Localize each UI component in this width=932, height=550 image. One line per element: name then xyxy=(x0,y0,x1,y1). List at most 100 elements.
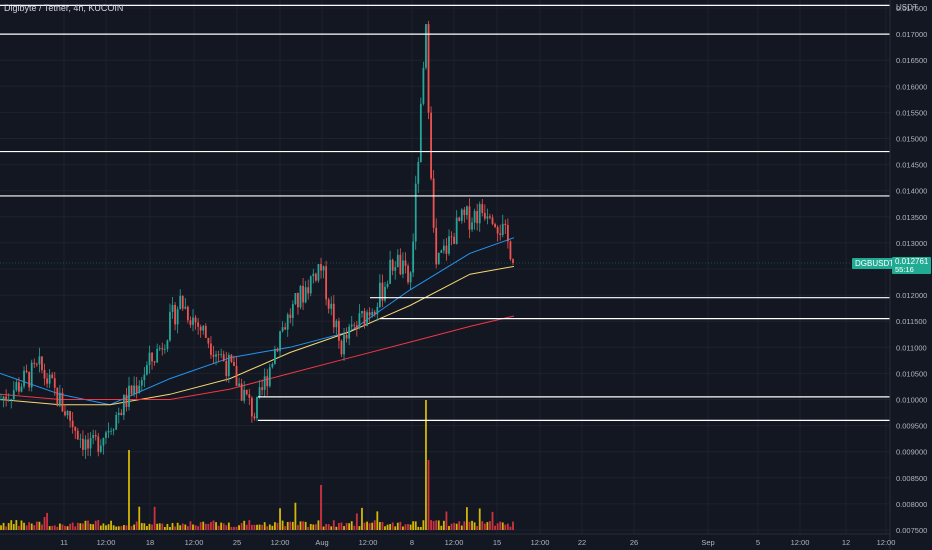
candle-body[interactable] xyxy=(76,430,79,440)
candle-body[interactable] xyxy=(46,378,48,384)
candle-body[interactable] xyxy=(258,387,261,397)
candle-body[interactable] xyxy=(363,311,366,326)
time-scale[interactable]: 11 12:00 18 12:00 25 12:00 Aug 12:00 8 12:00 15 12:… xyxy=(60,538,895,547)
candle-body[interactable] xyxy=(23,370,25,387)
candle-body[interactable] xyxy=(194,317,197,323)
candle-body[interactable] xyxy=(407,265,409,283)
candle-body[interactable] xyxy=(250,397,253,417)
price-scale[interactable]: 0.017500 0.017000 0.016500 0.016000 0.015500… xyxy=(896,4,927,535)
candle-body[interactable] xyxy=(512,259,514,264)
candle-body[interactable] xyxy=(140,380,143,386)
candle-body[interactable] xyxy=(204,325,207,339)
candle-body[interactable] xyxy=(56,387,59,406)
candle-body[interactable] xyxy=(199,326,202,331)
candle-body[interactable] xyxy=(0,398,2,400)
candle-body[interactable] xyxy=(373,311,376,315)
candle-body[interactable] xyxy=(7,399,10,401)
candle-body[interactable] xyxy=(473,211,476,223)
candle-body[interactable] xyxy=(504,223,507,226)
candle-body[interactable] xyxy=(64,411,66,416)
candle-body[interactable] xyxy=(340,340,343,355)
candle-body[interactable] xyxy=(284,327,287,330)
candle-body[interactable] xyxy=(389,259,392,284)
candle-body[interactable] xyxy=(384,286,386,301)
candle-body[interactable] xyxy=(381,282,384,301)
candle-body[interactable] xyxy=(355,325,358,328)
candle-body[interactable] xyxy=(38,356,41,365)
candle-body[interactable] xyxy=(202,325,205,331)
candle-body[interactable] xyxy=(361,311,363,314)
candle-body[interactable] xyxy=(414,183,417,242)
candle-body[interactable] xyxy=(210,343,212,355)
candle-body[interactable] xyxy=(79,438,82,440)
candle-body[interactable] xyxy=(69,410,72,421)
candle-body[interactable] xyxy=(225,361,228,377)
candle-body[interactable] xyxy=(102,437,105,446)
candle-body[interactable] xyxy=(345,334,348,339)
candle-body[interactable] xyxy=(176,309,179,325)
candle-body[interactable] xyxy=(58,392,61,406)
candle-body[interactable] xyxy=(402,260,404,275)
candle-body[interactable] xyxy=(97,436,100,452)
candle-body[interactable] xyxy=(222,354,225,362)
candle-body[interactable] xyxy=(220,354,223,356)
candle-body[interactable] xyxy=(212,354,215,357)
candle-body[interactable] xyxy=(2,396,5,399)
candle-body[interactable] xyxy=(128,385,130,407)
candle-body[interactable] xyxy=(84,439,87,450)
candle-body[interactable] xyxy=(358,313,361,328)
candle-body[interactable] xyxy=(489,216,491,218)
candle-body[interactable] xyxy=(51,374,54,379)
symbol-title[interactable]: Digibyte / Tether, 4h, KUCOIN xyxy=(4,3,124,13)
candle-body[interactable] xyxy=(417,162,420,184)
candle-body[interactable] xyxy=(445,245,448,254)
candle-body[interactable] xyxy=(376,307,379,315)
candle-body[interactable] xyxy=(135,385,138,393)
candle-body[interactable] xyxy=(409,272,412,283)
candle-body[interactable] xyxy=(33,362,36,364)
candle-body[interactable] xyxy=(110,430,112,432)
candle-body[interactable] xyxy=(394,267,397,271)
candle-body[interactable] xyxy=(294,293,297,305)
candle-body[interactable] xyxy=(353,324,356,326)
candle-body[interactable] xyxy=(245,389,248,395)
candle-body[interactable] xyxy=(48,374,51,384)
candle-body[interactable] xyxy=(248,394,251,398)
candle-body[interactable] xyxy=(99,445,102,452)
candle-body[interactable] xyxy=(61,392,64,412)
candle-body[interactable] xyxy=(286,314,289,330)
candle-body[interactable] xyxy=(425,24,427,68)
candle-body[interactable] xyxy=(256,396,258,419)
candle-body[interactable] xyxy=(299,285,302,308)
candle-body[interactable] xyxy=(158,348,161,349)
candle-body[interactable] xyxy=(215,354,217,357)
candle-body[interactable] xyxy=(386,283,389,287)
candle-body[interactable] xyxy=(327,299,330,309)
candle-body[interactable] xyxy=(105,432,107,438)
candle-body[interactable] xyxy=(174,304,176,325)
candle-body[interactable] xyxy=(419,103,422,163)
candle-body[interactable] xyxy=(143,374,146,381)
candle-body[interactable] xyxy=(43,370,46,379)
candle-body[interactable] xyxy=(138,385,141,393)
candle-body[interactable] xyxy=(412,241,415,273)
candle-body[interactable] xyxy=(20,386,23,392)
candle-body[interactable] xyxy=(125,394,128,407)
candle-body[interactable] xyxy=(184,306,187,309)
candle-body[interactable] xyxy=(133,385,136,395)
candle-body[interactable] xyxy=(122,394,125,416)
candle-body[interactable] xyxy=(117,412,120,415)
candlesticks[interactable] xyxy=(0,20,514,459)
candle-body[interactable] xyxy=(348,326,351,339)
candle-body[interactable] xyxy=(5,396,8,401)
candle-body[interactable] xyxy=(332,303,335,328)
candle-body[interactable] xyxy=(307,287,310,294)
candle-body[interactable] xyxy=(268,367,271,387)
candle-body[interactable] xyxy=(322,266,325,271)
candle-body[interactable] xyxy=(227,354,230,377)
candle-body[interactable] xyxy=(192,317,194,325)
candle-body[interactable] xyxy=(478,204,481,224)
candle-body[interactable] xyxy=(391,259,394,271)
